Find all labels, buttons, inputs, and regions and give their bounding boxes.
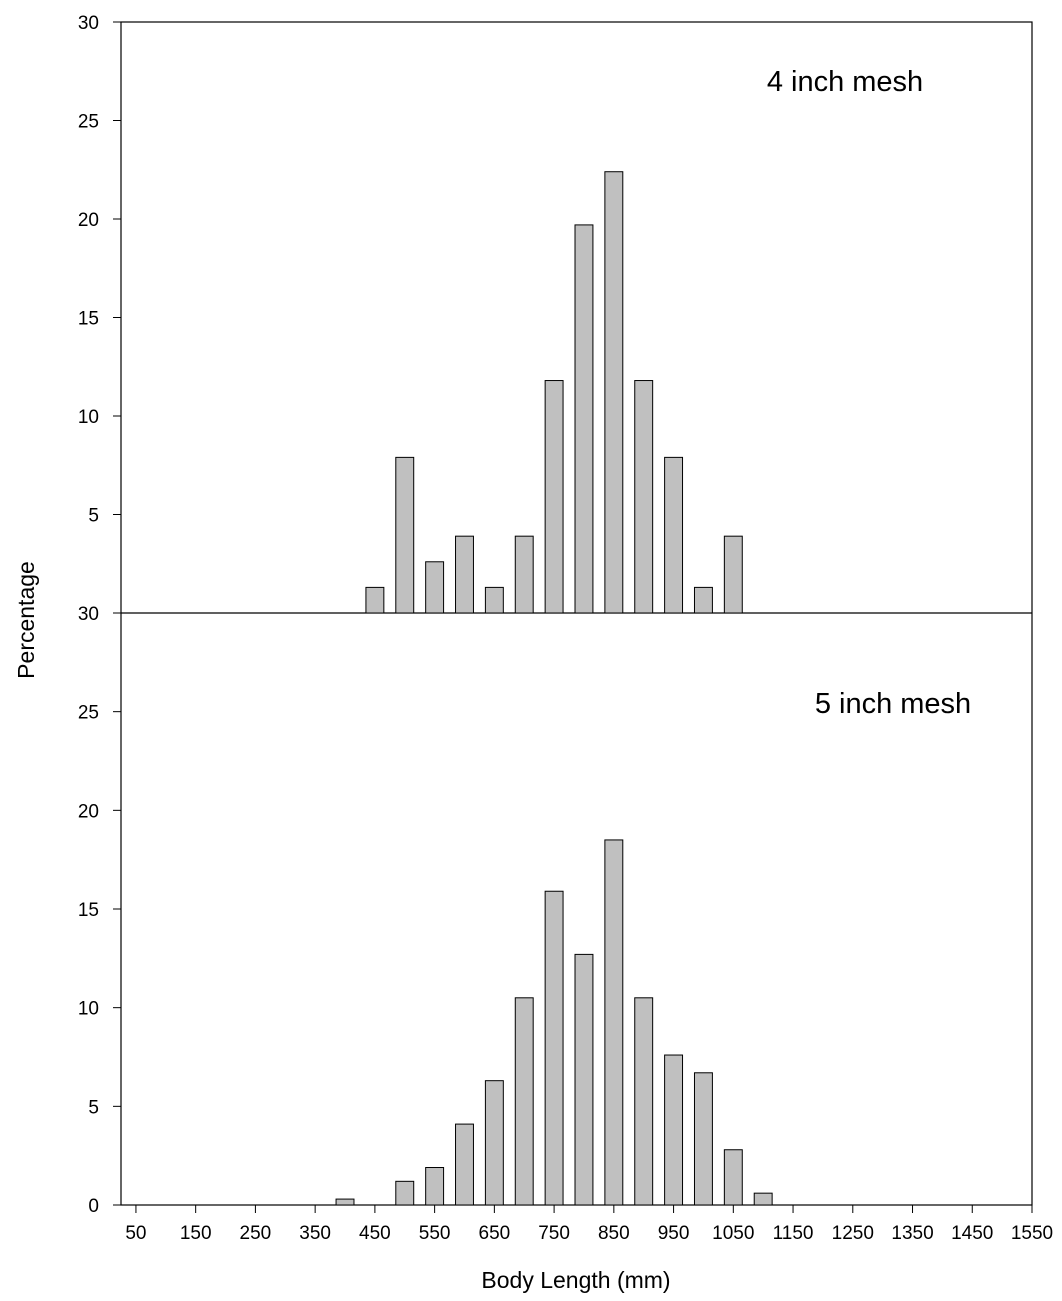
bar-top-1050 xyxy=(723,535,743,614)
bar-bottom-550 xyxy=(425,1167,445,1206)
xtick-label-750: 750 xyxy=(538,1223,570,1244)
panel-label-top: 4 inch mesh xyxy=(767,66,923,98)
xtick-label-1150: 1150 xyxy=(773,1223,814,1244)
xtick-label-650: 650 xyxy=(479,1223,511,1244)
bar-top-850 xyxy=(604,171,624,614)
bar-bottom-950 xyxy=(664,1054,684,1206)
ytick-label-bottom-30: 30 xyxy=(78,604,99,625)
x-axis-title: Body Length (mm) xyxy=(481,1267,670,1293)
bar-top-650 xyxy=(484,586,504,614)
bar-bottom-900 xyxy=(634,997,654,1206)
xtick-label-150: 150 xyxy=(180,1223,212,1244)
bar-bottom-850 xyxy=(604,839,624,1206)
xtick-label-1350: 1350 xyxy=(891,1223,933,1244)
ytick-label-bottom-0: 0 xyxy=(88,1196,99,1217)
y-axis-title: Percentage xyxy=(13,561,39,679)
xtick-label-1550: 1550 xyxy=(1011,1223,1053,1244)
xtick-label-250: 250 xyxy=(240,1223,272,1244)
ytick-label-top-15: 15 xyxy=(78,309,99,330)
xtick-label-950: 950 xyxy=(658,1223,690,1244)
bar-bottom-1000 xyxy=(693,1072,713,1206)
xtick-label-1450: 1450 xyxy=(951,1223,993,1244)
ytick-label-bottom-5: 5 xyxy=(88,1097,99,1118)
bar-bottom-1050 xyxy=(723,1149,743,1206)
bar-top-750 xyxy=(544,380,564,614)
xtick-label-1250: 1250 xyxy=(832,1223,874,1244)
bar-bottom-750 xyxy=(544,890,564,1206)
ytick-label-top-5: 5 xyxy=(88,506,99,527)
bar-bottom-800 xyxy=(574,953,594,1206)
ytick-label-top-25: 25 xyxy=(78,112,99,133)
bar-bottom-700 xyxy=(514,997,534,1206)
bar-bottom-400 xyxy=(335,1198,355,1206)
xtick-label-850: 850 xyxy=(598,1223,630,1244)
ticks-layer: 5 10 15 20 25 30 0 5 10 15 20 25 30 50 150 250 350 450 550… xyxy=(78,13,1053,1244)
xtick-label-450: 450 xyxy=(359,1223,391,1244)
bar-top-500 xyxy=(395,456,415,614)
panel-label-bottom: 5 inch mesh xyxy=(815,688,971,720)
ytick-label-top-20: 20 xyxy=(78,210,99,231)
bar-top-600 xyxy=(455,535,474,614)
xtick-label-1050: 1050 xyxy=(712,1223,754,1244)
ytick-label-bottom-25: 25 xyxy=(78,703,99,724)
bar-top-1000 xyxy=(693,586,713,614)
ytick-label-bottom-20: 20 xyxy=(78,801,99,822)
bar-bottom-1100 xyxy=(753,1192,773,1206)
ytick-label-bottom-10: 10 xyxy=(78,999,99,1020)
ytick-label-bottom-15: 15 xyxy=(78,900,99,921)
bar-top-450 xyxy=(365,586,385,614)
xtick-label-50: 50 xyxy=(125,1223,146,1244)
bar-top-800 xyxy=(574,224,594,614)
bar-bottom-650 xyxy=(484,1080,504,1206)
xtick-label-350: 350 xyxy=(299,1223,331,1244)
bar-top-550 xyxy=(425,561,445,614)
bar-top-900 xyxy=(634,380,654,614)
xtick-label-550: 550 xyxy=(419,1223,451,1244)
bars-layer xyxy=(335,171,773,1206)
ytick-label-top-10: 10 xyxy=(78,407,99,428)
bar-bottom-600 xyxy=(455,1123,474,1206)
bar-top-950 xyxy=(664,456,684,614)
ytick-label-top-30: 30 xyxy=(78,13,99,34)
bar-bottom-500 xyxy=(395,1180,415,1206)
bar-top-700 xyxy=(514,535,534,614)
